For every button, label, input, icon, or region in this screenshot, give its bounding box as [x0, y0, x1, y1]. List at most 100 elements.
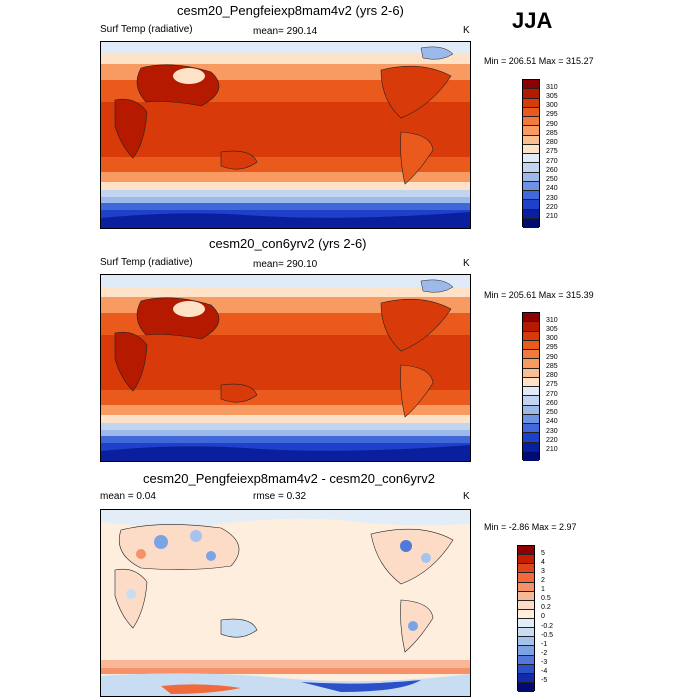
panel2-map	[100, 274, 471, 462]
colorbar-swatch	[523, 387, 539, 397]
panel2-colorbar	[522, 312, 540, 461]
colorbar-swatch	[518, 637, 534, 647]
colorbar-tick-label: 270	[546, 391, 558, 398]
panel1-mean-label: mean= 290.14	[253, 26, 318, 37]
colorbar-swatch	[518, 655, 534, 665]
colorbar-tick-label: 295	[546, 344, 558, 351]
colorbar-swatch	[523, 209, 539, 219]
colorbar-swatch	[523, 172, 539, 182]
colorbar-tick-label: 280	[546, 139, 558, 146]
colorbar-tick-label: 305	[546, 326, 558, 333]
colorbar-tick-label: 4	[541, 559, 545, 566]
colorbar-swatch	[523, 442, 539, 452]
colorbar-tick-label: 300	[546, 335, 558, 342]
panel2-title: cesm20_con6yrv2 (yrs 2-6)	[209, 236, 367, 251]
colorbar-swatch	[523, 218, 539, 228]
colorbar-swatch	[518, 546, 534, 556]
panel1-map	[100, 41, 471, 229]
colorbar-tick-label: -5	[541, 677, 548, 684]
colorbar-swatch	[523, 433, 539, 443]
panel2-minmax: Min = 205.61 Max = 315.39	[484, 290, 594, 300]
colorbar-tick-label: 260	[546, 400, 558, 407]
colorbar-tick-label: 1	[541, 586, 545, 593]
colorbar-tick-label: 5	[541, 550, 545, 557]
colorbar-tick-label: 0.5	[541, 595, 551, 602]
colorbar-swatch	[518, 573, 534, 583]
colorbar-swatch	[523, 163, 539, 173]
panel3-mean-label: mean = 0.04	[100, 491, 156, 502]
colorbar-swatch	[523, 98, 539, 108]
colorbar-swatch	[523, 191, 539, 201]
colorbar-swatch	[518, 628, 534, 638]
colorbar-tick-label: 210	[546, 446, 558, 453]
panel1-variable-label: Surf Temp (radiative)	[100, 24, 193, 35]
panel3-title: cesm20_Pengfeiexp8mam4v2 - cesm20_con6yr…	[143, 471, 435, 486]
colorbar-tick-label: 260	[546, 167, 558, 174]
colorbar-tick-label: 250	[546, 409, 558, 416]
colorbar-swatch	[523, 80, 539, 90]
colorbar-tick-label: 290	[546, 121, 558, 128]
panel3-rmse-label: rmse = 0.32	[253, 491, 307, 502]
colorbar-tick-label: -1	[541, 641, 548, 648]
colorbar-tick-label: 2	[541, 577, 545, 584]
colorbar-tick-label: 295	[546, 111, 558, 118]
colorbar-tick-label: 240	[546, 418, 558, 425]
colorbar-swatch	[523, 181, 539, 191]
colorbar-swatch	[518, 564, 534, 574]
colorbar-swatch	[523, 135, 539, 145]
colorbar-swatch	[518, 646, 534, 656]
colorbar-tick-label: 280	[546, 372, 558, 379]
colorbar-swatch	[523, 154, 539, 164]
panel3-units: K	[463, 491, 470, 502]
colorbar-swatch	[523, 359, 539, 369]
colorbar-swatch	[518, 555, 534, 565]
colorbar-tick-label: 275	[546, 381, 558, 388]
colorbar-swatch	[523, 424, 539, 434]
panel1-colorbar	[522, 79, 540, 228]
colorbar-tick-label: 310	[546, 317, 558, 324]
panel1-minmax: Min = 206.51 Max = 315.27	[484, 56, 594, 66]
panel2-mean-label: mean= 290.10	[253, 259, 318, 270]
colorbar-tick-label: 0	[541, 613, 545, 620]
colorbar-tick-label: 240	[546, 185, 558, 192]
colorbar-swatch	[523, 451, 539, 461]
colorbar-tick-label: 250	[546, 176, 558, 183]
panel3-map	[100, 509, 471, 697]
colorbar-swatch	[518, 673, 534, 683]
colorbar-swatch	[523, 340, 539, 350]
colorbar-swatch	[523, 200, 539, 210]
colorbar-tick-label: -3	[541, 659, 548, 666]
panel2-variable-label: Surf Temp (radiative)	[100, 257, 193, 268]
panel1-units: K	[463, 25, 470, 36]
colorbar-tick-label: 275	[546, 148, 558, 155]
colorbar-swatch	[518, 600, 534, 610]
colorbar-swatch	[523, 405, 539, 415]
colorbar-tick-label: 305	[546, 93, 558, 100]
colorbar-tick-label: 220	[546, 204, 558, 211]
colorbar-tick-label: 310	[546, 84, 558, 91]
panel2-units: K	[463, 258, 470, 269]
colorbar-swatch	[523, 396, 539, 406]
panel1-title: cesm20_Pengfeiexp8mam4v2 (yrs 2-6)	[177, 3, 404, 18]
colorbar-swatch	[523, 322, 539, 332]
colorbar-tick-label: 270	[546, 158, 558, 165]
colorbar-swatch	[523, 89, 539, 99]
colorbar-swatch	[518, 619, 534, 629]
colorbar-tick-label: 285	[546, 130, 558, 137]
panel3-minmax: Min = -2.86 Max = 2.97	[484, 522, 577, 532]
colorbar-swatch	[523, 377, 539, 387]
colorbar-swatch	[523, 350, 539, 360]
colorbar-tick-label: -0.2	[541, 623, 554, 630]
colorbar-swatch	[518, 591, 534, 601]
colorbar-tick-label: 285	[546, 363, 558, 370]
colorbar-swatch	[523, 414, 539, 424]
colorbar-swatch	[523, 126, 539, 136]
colorbar-tick-label: -4	[541, 668, 548, 675]
colorbar-tick-label: 0.2	[541, 604, 551, 611]
colorbar-swatch	[518, 609, 534, 619]
colorbar-tick-label: 220	[546, 437, 558, 444]
colorbar-swatch	[518, 664, 534, 674]
colorbar-swatch	[523, 331, 539, 341]
panel3-colorbar	[517, 545, 535, 692]
colorbar-tick-label: 3	[541, 568, 545, 575]
